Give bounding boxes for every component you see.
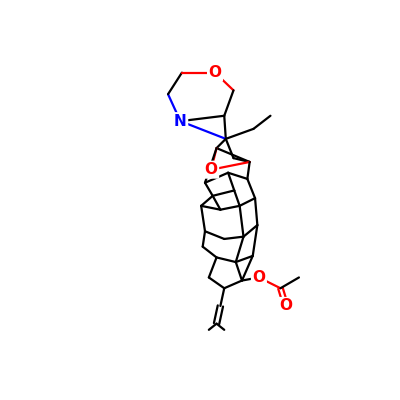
Text: N: N <box>174 114 187 129</box>
Text: O: O <box>252 270 266 285</box>
Text: O: O <box>279 298 292 314</box>
Text: O: O <box>208 65 222 80</box>
Text: O: O <box>205 162 218 177</box>
